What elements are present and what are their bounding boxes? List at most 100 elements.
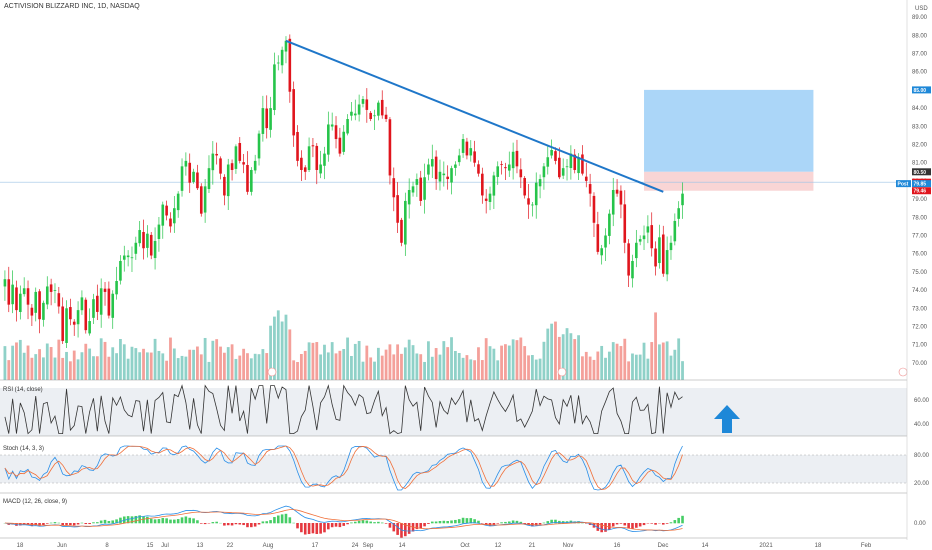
trendline-layer (285, 39, 664, 193)
time-tick-label: 21 (529, 543, 536, 549)
stoch-tick: 80.00 (914, 453, 930, 459)
volume-bar (222, 352, 226, 380)
candle (588, 184, 592, 194)
candle (122, 255, 126, 260)
candle (230, 163, 234, 170)
volume-bar (103, 341, 107, 380)
volume-bar (581, 356, 584, 380)
macd-histogram-bar (34, 523, 38, 526)
volume-bar (388, 344, 392, 380)
candle (457, 155, 461, 163)
candle (558, 157, 561, 178)
rsi-label: RSI (14, close) (3, 387, 43, 393)
candle (569, 153, 573, 169)
volume-bar (538, 358, 542, 380)
candle (149, 234, 153, 256)
candle (330, 124, 334, 127)
macd-histogram-bar (76, 523, 80, 525)
macd-histogram-bar (469, 518, 473, 524)
candle (473, 151, 476, 163)
candle (173, 208, 176, 224)
candle (115, 281, 118, 295)
stoch-d-line (4, 445, 683, 490)
volume-bar (446, 347, 450, 380)
macd-histogram-bar (72, 523, 76, 526)
price-tag-prefix: Post (898, 182, 909, 188)
macd-histogram-bar (677, 517, 680, 524)
macd-histogram-bar (438, 521, 442, 524)
volume-bar (196, 346, 199, 380)
macd-histogram-bar (492, 523, 496, 525)
candle (527, 198, 530, 205)
macd-histogram-bar (49, 522, 53, 524)
candle (134, 242, 138, 254)
volume-bar (84, 343, 88, 380)
candle (642, 235, 646, 240)
candle (234, 146, 238, 169)
candle (211, 153, 215, 171)
candle (415, 179, 419, 185)
candle (361, 99, 365, 104)
candle (438, 171, 442, 182)
macd-histogram-bar (511, 520, 515, 524)
macd-histogram-bar (519, 521, 523, 524)
macd-histogram-bar (265, 521, 269, 524)
macd-histogram-bar (407, 523, 411, 534)
macd-histogram-bar (661, 523, 665, 525)
volume-bar (261, 349, 265, 380)
volume-bar (519, 337, 523, 380)
volume-bar (681, 361, 684, 380)
candle (80, 297, 84, 311)
earnings-marker (557, 367, 567, 377)
candle (631, 260, 634, 279)
volume-bar (249, 358, 253, 380)
candle (469, 148, 473, 156)
candle (180, 166, 184, 191)
macd-histogram-bar (142, 516, 145, 524)
volume-bar (592, 359, 596, 380)
candle (157, 224, 161, 239)
price-tag-label: 79.85 (914, 182, 927, 188)
macd-histogram-bar (215, 521, 218, 524)
macd-histogram-bar (192, 518, 195, 524)
volume-bar (276, 310, 280, 380)
volume-bar (492, 348, 496, 380)
rsi-background (0, 388, 907, 436)
volume-bar (546, 328, 550, 380)
macd-histogram-bar (180, 517, 184, 524)
macd-histogram-bar (103, 519, 107, 524)
candle (307, 146, 311, 170)
volume-bar (30, 357, 34, 380)
macd-histogram-bar (92, 522, 95, 524)
volume-bar (403, 347, 407, 380)
macd-histogram-bar (627, 523, 630, 529)
candle (19, 293, 22, 312)
macd-histogram-bar (619, 523, 623, 524)
candle (146, 233, 149, 248)
macd-histogram-bar (111, 520, 115, 524)
candle (446, 176, 449, 180)
candle (481, 173, 484, 196)
candle (346, 119, 349, 134)
macd-histogram-bar (311, 523, 315, 534)
macd-histogram-bar (42, 523, 45, 526)
candle (396, 195, 399, 223)
macd-histogram-bar (211, 522, 215, 524)
candle (53, 290, 57, 291)
macd-histogram-bar (430, 521, 434, 524)
volume-bar (134, 348, 138, 380)
macd-histogram-bar (130, 516, 134, 524)
candle (484, 198, 488, 201)
candle (404, 200, 407, 245)
candle (84, 299, 88, 331)
candle (369, 112, 372, 120)
macd-tick: 0.00 (914, 521, 926, 527)
candle (604, 235, 607, 248)
macd-histogram-bar (427, 523, 430, 524)
price-tick-label: 81.00 (912, 161, 928, 167)
candle (523, 177, 526, 196)
volume-bar (145, 352, 149, 380)
macd-histogram-bar (461, 517, 465, 524)
candle (92, 299, 95, 318)
